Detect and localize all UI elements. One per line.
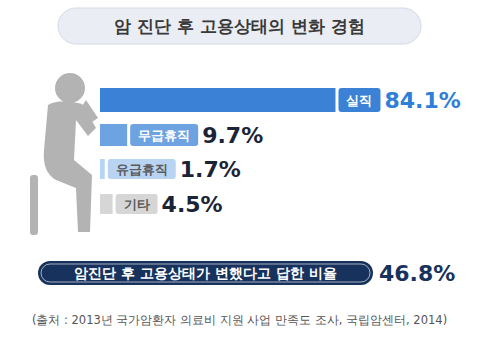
silhouette-arm — [82, 100, 98, 122]
bar — [100, 124, 127, 146]
category-label: 무급휴직 — [138, 128, 190, 143]
summary-value: 46.8% — [379, 261, 455, 286]
data-label: 4.5% — [162, 192, 223, 217]
category-pill — [116, 194, 158, 214]
bar — [100, 194, 113, 214]
category-pill — [338, 88, 380, 112]
summary-pill-inner — [41, 264, 370, 282]
labels: 실직 84.1% 무급휴직 9.7% 유급휴직 1.7% 기타 4.5% — [108, 88, 461, 217]
bar — [100, 88, 335, 112]
category-label: 유급휴직 — [116, 162, 168, 177]
title-box — [58, 8, 421, 44]
source: (출처 : 2013년 국가암환자 의료비 지원 사업 만족도 조사, 국립암센… — [32, 313, 447, 327]
data-label: 84.1% — [384, 88, 460, 113]
summary-text: 암진단 후 고용상태가 변했다고 답한 비율 — [74, 265, 336, 281]
data-label: 1.7% — [180, 157, 241, 182]
bar — [100, 159, 105, 179]
chart: 암 진단 후 고용상태의 변화 경험실직 84.1% 무급휴직 9.7% 유급휴직 1.7… — [0, 0, 479, 362]
data-label: 9.7% — [202, 123, 263, 148]
silhouette — [30, 73, 98, 235]
silhouette-body — [44, 101, 96, 232]
category-label: 실직 — [346, 93, 372, 108]
category-label: 기타 — [124, 197, 150, 212]
silhouette-head — [55, 73, 85, 103]
silhouette-chair — [30, 175, 38, 235]
category-pill — [108, 159, 176, 179]
category-pill — [130, 124, 198, 146]
summary-pill — [38, 261, 373, 285]
title: 암 진단 후 고용상태의 변화 경험 — [114, 16, 365, 36]
